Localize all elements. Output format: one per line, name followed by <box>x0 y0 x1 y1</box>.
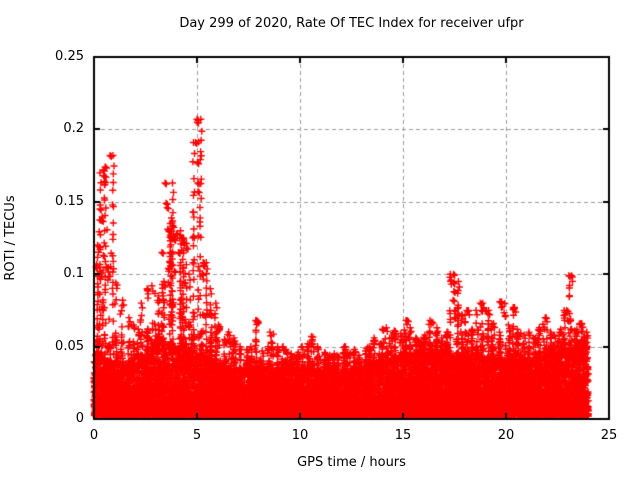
x-tick-label: 25 <box>600 428 618 443</box>
x-axis-label: GPS time / hours <box>297 455 406 470</box>
x-tick-label: 5 <box>192 428 202 443</box>
x-tick-label: 15 <box>394 428 412 443</box>
y-tick-label: 0.05 <box>55 338 84 354</box>
y-axis-label: ROTI / TECUs <box>3 195 18 281</box>
x-tick-label: 10 <box>291 428 309 443</box>
y-tick-label: 0.25 <box>55 49 84 64</box>
x-tick-label: 0 <box>89 428 99 443</box>
y-tick-label: 0.15 <box>55 193 84 209</box>
y-tick-label: 0.2 <box>63 121 84 137</box>
y-tick-label: 0 <box>75 411 84 426</box>
chart-title: Day 299 of 2020, Rate Of TEC Index for r… <box>179 16 524 31</box>
y-tick-label: 0.1 <box>63 266 84 282</box>
x-tick-label: 20 <box>497 428 515 443</box>
